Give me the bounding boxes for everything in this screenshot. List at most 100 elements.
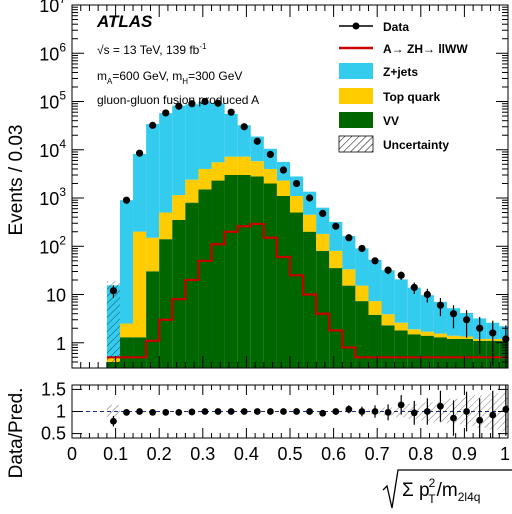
ratio-point-0 bbox=[110, 417, 117, 425]
bar-top-quark-20 bbox=[368, 301, 382, 315]
bar-top-quark-4 bbox=[159, 212, 173, 240]
ratio-points bbox=[110, 385, 510, 438]
ratio-point-11 bbox=[253, 408, 261, 415]
data-point-26 bbox=[449, 310, 458, 318]
ratio-y-tick-label-1: 1 bbox=[56, 402, 66, 422]
bar-z-jets-10 bbox=[237, 125, 251, 157]
bar-z-jets-4 bbox=[159, 113, 173, 213]
bar-vv-5 bbox=[172, 219, 186, 368]
bar-vv-7 bbox=[198, 189, 212, 368]
bar-top-quark-8 bbox=[211, 162, 225, 181]
data-point-1 bbox=[122, 196, 131, 204]
bar-top-quark-19 bbox=[355, 285, 369, 302]
bar-vv-10 bbox=[237, 174, 251, 368]
ratio-point-29 bbox=[489, 411, 497, 419]
bar-z-jets-8 bbox=[211, 103, 225, 163]
stacked-histogram bbox=[106, 101, 508, 368]
y-tick-label-1: 106 bbox=[39, 40, 66, 64]
bar-vv-3 bbox=[146, 271, 160, 368]
ratio-point-13 bbox=[280, 408, 287, 415]
legend-uncertainty: Uncertainty bbox=[338, 135, 449, 153]
x-axis-label: Σ p2 T/m2l4q bbox=[382, 469, 512, 509]
bar-z-jets-20 bbox=[368, 259, 382, 302]
data-point-21 bbox=[384, 266, 392, 274]
data-point-12 bbox=[266, 150, 274, 159]
data-point-17 bbox=[332, 222, 340, 230]
data-point-27 bbox=[462, 316, 471, 324]
y-tick-label-4: 103 bbox=[39, 185, 66, 209]
bar-top-quark-3 bbox=[146, 237, 160, 272]
ratio-point-23 bbox=[410, 409, 418, 417]
energy-annotation: √s = 13 TeV, 139 fb-1 bbox=[97, 42, 207, 57]
bar-vv-17 bbox=[329, 268, 343, 368]
bar-vv-21 bbox=[381, 325, 395, 368]
legend: Data A→ ZH→ llWW Z+jets Top quark VV Unc… bbox=[338, 20, 468, 153]
bar-top-quark-16 bbox=[316, 233, 330, 251]
bar-vv-16 bbox=[316, 250, 330, 368]
bar-z-jets-19 bbox=[355, 248, 369, 286]
bar-vv-22 bbox=[394, 330, 408, 368]
uncertainty-band bbox=[106, 281, 120, 368]
x-tick-label-3: 0.3 bbox=[190, 444, 215, 464]
bar-vv-19 bbox=[355, 301, 369, 368]
ratio-axis-ticks: 1.510.50 0.1 0.2 0.3 0.4 0.5 0.6 0.7 0.8 0.9 1 bbox=[41, 379, 510, 464]
ratio-hatch-bin-0 bbox=[106, 404, 120, 419]
ratio-point-9 bbox=[227, 408, 235, 415]
bar-z-jets-23 bbox=[407, 287, 421, 330]
bar-top-quark-2 bbox=[133, 231, 147, 338]
y-axis-label: Events / 0.03 bbox=[6, 125, 27, 236]
signal-line bbox=[106, 222, 508, 359]
bar-z-jets-1 bbox=[119, 200, 134, 324]
ratio-point-21 bbox=[384, 408, 392, 416]
ratio-point-8 bbox=[214, 408, 222, 415]
ratio-y-axis-label: Data/Pred. bbox=[6, 388, 27, 479]
x-tick-label-2: 0.2 bbox=[147, 444, 172, 464]
ratio-point-17 bbox=[332, 408, 340, 415]
bar-z-jets-7 bbox=[198, 101, 212, 169]
y-tick-label-7: 1 bbox=[56, 334, 66, 354]
data-point-5 bbox=[175, 102, 183, 110]
ratio-point-1 bbox=[123, 408, 130, 416]
bar-z-jets-3 bbox=[146, 124, 160, 238]
bar-top-quark-22 bbox=[394, 322, 408, 331]
x-tick-label-1: 0.1 bbox=[103, 444, 128, 464]
x-tick-label-10: 1 bbox=[500, 444, 510, 464]
bar-top-quark-7 bbox=[198, 168, 212, 190]
x-tick-label-0: 0 bbox=[67, 444, 77, 464]
data-point-15 bbox=[306, 194, 314, 202]
bar-vv-15 bbox=[303, 231, 317, 368]
svg-text:Top quark: Top quark bbox=[383, 90, 440, 104]
x-tick-label-8: 0.8 bbox=[408, 444, 433, 464]
bar-z-jets-9 bbox=[224, 113, 238, 157]
ratio-point-18 bbox=[345, 405, 353, 413]
ratio-point-25 bbox=[437, 402, 444, 410]
bar-top-quark-10 bbox=[237, 156, 251, 175]
bar-vv-20 bbox=[368, 314, 382, 368]
data-point-16 bbox=[319, 209, 327, 217]
y-tick-label-6: 10 bbox=[46, 286, 66, 306]
bar-top-quark-6 bbox=[185, 179, 199, 203]
data-point-8 bbox=[214, 99, 222, 107]
process-annotation: gluon-gluon fusion produced A bbox=[97, 93, 259, 107]
data-point-2 bbox=[135, 149, 144, 157]
bar-top-quark-14 bbox=[290, 196, 304, 213]
bar-top-quark-12 bbox=[263, 168, 277, 184]
data-point-14 bbox=[292, 179, 301, 188]
svg-text:Data: Data bbox=[383, 20, 409, 34]
bar-top-quark-1 bbox=[119, 323, 134, 338]
ratio-point-22 bbox=[397, 401, 405, 409]
svg-text:VV: VV bbox=[383, 114, 399, 128]
y-tick-label-3: 104 bbox=[39, 137, 66, 161]
signal-histogram bbox=[106, 222, 508, 359]
ratio-point-12 bbox=[266, 408, 274, 415]
data-point-25 bbox=[436, 301, 445, 309]
bar-top-quark-26 bbox=[446, 335, 461, 339]
bar-vv-24 bbox=[420, 335, 434, 368]
data-point-7 bbox=[201, 97, 209, 106]
bar-top-quark-13 bbox=[276, 180, 290, 197]
bar-vv-8 bbox=[211, 180, 225, 368]
bar-vv-28 bbox=[473, 340, 487, 368]
data-point-24 bbox=[423, 290, 431, 299]
svg-text:A→ ZH→ llWW: A→ ZH→ llWW bbox=[383, 42, 468, 56]
